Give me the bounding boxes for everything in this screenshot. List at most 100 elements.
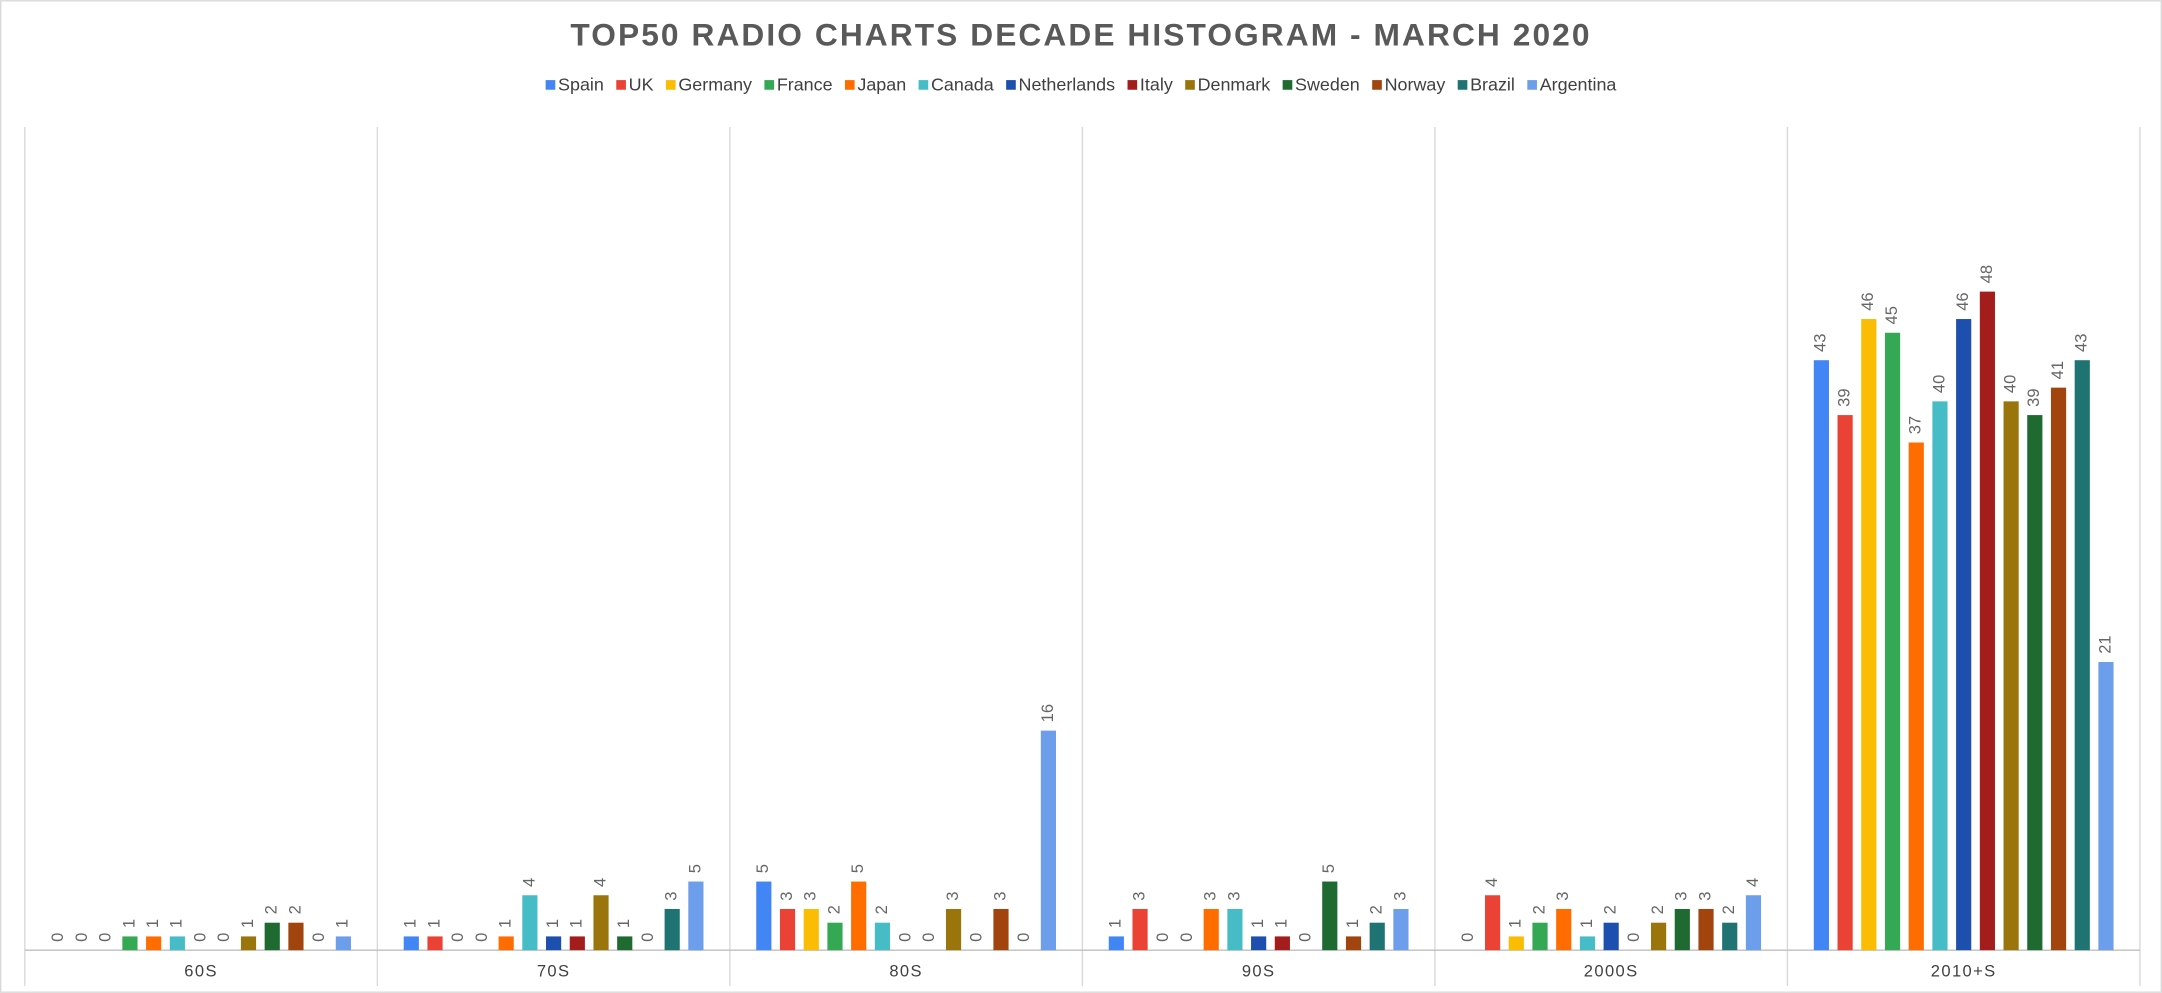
value-label: 3 (990, 891, 1009, 900)
value-label: 0 (1153, 933, 1172, 942)
value-label: 1 (614, 919, 633, 928)
legend-item: Netherlands (1006, 74, 1115, 94)
value-label: 16 (1038, 704, 1057, 722)
value-label: 2 (1648, 905, 1667, 914)
value-label: 0 (309, 933, 328, 942)
value-label: 1 (543, 919, 562, 928)
legend-swatch (1006, 80, 1016, 90)
value-label: 3 (1672, 892, 1691, 901)
value-label: 0 (96, 933, 115, 942)
value-label: 1 (238, 919, 257, 928)
x-tick-label: 2010+S (1931, 962, 1997, 981)
legend-swatch (764, 80, 775, 90)
bar (1979, 291, 1995, 951)
value-label: 4 (519, 878, 538, 887)
bar (945, 908, 962, 951)
legend-swatch (616, 80, 626, 90)
legend-label: Canada (931, 74, 994, 94)
value-label: 0 (1177, 933, 1196, 942)
legend-swatch (844, 80, 855, 90)
value-label: 43 (2072, 334, 2091, 352)
chart-title: TOP50 RADIO CHARTS DECADE HISTOGRAM - MA… (570, 17, 1591, 53)
value-label: 2 (872, 905, 891, 914)
legend-label: Brazil (1470, 74, 1515, 94)
bar (288, 922, 304, 951)
value-label: 1 (1106, 919, 1125, 928)
value-label: 1 (401, 919, 420, 928)
bar (1813, 360, 1829, 951)
value-label: 1 (1272, 919, 1291, 928)
legend-item: Argentina (1527, 74, 1616, 94)
legend-swatch (1127, 80, 1138, 90)
bar (264, 922, 280, 951)
legend-label: Argentina (1540, 74, 1617, 94)
bar (546, 936, 562, 951)
value-label: 3 (943, 891, 962, 900)
value-label: 37 (1906, 416, 1925, 434)
bar (335, 936, 351, 951)
value-label: 0 (448, 933, 467, 942)
bar (1908, 442, 1924, 951)
value-label: 39 (1834, 388, 1853, 406)
bar (1884, 332, 1901, 951)
value-label: 1 (567, 919, 586, 928)
bar (2050, 387, 2067, 951)
value-label: 0 (472, 933, 491, 942)
bar (1251, 936, 1267, 951)
bar (688, 881, 704, 951)
value-label: 39 (2024, 388, 2043, 406)
legend-item: Denmark (1185, 74, 1270, 94)
value-label: 3 (777, 891, 796, 900)
legend-item: Japan (844, 74, 906, 94)
value-label: 2 (1529, 905, 1548, 914)
value-label: 46 (1953, 292, 1972, 310)
bar (427, 936, 443, 951)
bar (1322, 881, 1338, 951)
bar (1274, 936, 1290, 951)
bar (1651, 922, 1667, 951)
bar (874, 922, 890, 951)
value-label: 48 (1977, 265, 1996, 283)
value-label: 45 (1882, 306, 1901, 324)
bar (1132, 908, 1148, 951)
legend-item: Sweden (1282, 74, 1360, 94)
legend-swatch (1457, 80, 1468, 90)
legend-item: Germany (665, 74, 752, 94)
x-tick-label: 90S (1242, 962, 1276, 981)
value-label: 2 (824, 905, 843, 914)
bar (146, 936, 162, 951)
value-label: 3 (662, 891, 681, 900)
legend-item: UK (616, 74, 654, 94)
legend-label: Japan (857, 74, 906, 94)
value-label: 1 (424, 919, 443, 928)
value-label: 0 (1624, 933, 1643, 942)
bar (803, 908, 819, 951)
legend-swatch (1282, 80, 1293, 90)
bar (2027, 415, 2043, 951)
value-label: 0 (48, 933, 67, 942)
bar (169, 936, 185, 951)
bar (1745, 895, 1762, 951)
value-label: 1 (143, 919, 162, 928)
bar (593, 895, 609, 951)
bar (498, 936, 514, 951)
value-label: 2 (262, 905, 281, 914)
value-label: 43 (1811, 334, 1830, 352)
value-label: 4 (590, 878, 609, 887)
bar (1956, 319, 1972, 951)
bar (240, 936, 257, 951)
bar (1393, 908, 1409, 951)
legend-item: Canada (918, 74, 994, 94)
bar (1484, 895, 1501, 951)
bar (827, 922, 843, 951)
bar (664, 908, 680, 951)
value-label: 40 (1929, 375, 1948, 393)
legend-label: France (777, 74, 833, 94)
bar (851, 881, 867, 951)
value-label: 1 (1506, 919, 1525, 928)
value-label: 5 (848, 864, 867, 873)
legend-item: Brazil (1457, 74, 1515, 94)
value-label: 1 (167, 919, 186, 928)
